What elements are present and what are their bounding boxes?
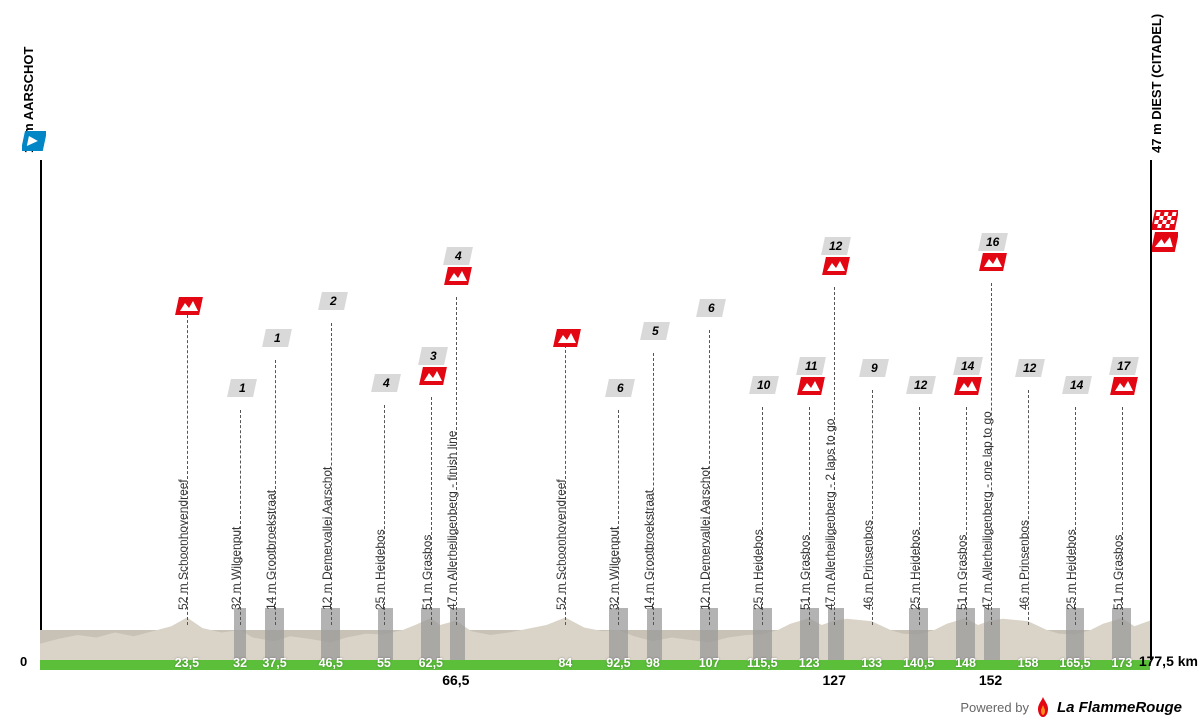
elevation-profile-chart: 10 m AARSCHOT 47 m DIEST (CITADEL) 52 m … [0, 0, 1200, 725]
climb-rank-badge: 4 [443, 247, 473, 265]
km-marker-label: 107 [699, 656, 720, 670]
climb-rank-badge: 17 [1109, 357, 1139, 375]
km-marker-label: 173 [1111, 656, 1132, 670]
climb-rank-badge: 14 [1062, 376, 1092, 394]
climb-rank-badge: 1 [227, 379, 257, 397]
powered-by-brand: La FlammeRouge [1057, 699, 1182, 716]
flame-icon [1035, 697, 1051, 717]
km-marker-label: 165,5 [1059, 656, 1090, 670]
climb-rank-badge: 16 [978, 233, 1008, 251]
km-marker-label: 46,5 [319, 656, 343, 670]
climb-rank-badge: 10 [749, 376, 779, 394]
cobble-sector [378, 608, 394, 660]
climb-label: 51 m Grasbos [798, 535, 812, 610]
climb-rank-badge: 2 [318, 292, 348, 310]
climb-label: 14 m Grootbroekstraat [264, 490, 278, 610]
km-marker-label: 140,5 [903, 656, 934, 670]
climb-label: 47 m Allerheiligenberg - 2 laps to go [823, 419, 837, 610]
km-marker-label: 148 [955, 656, 976, 670]
kom-icon [822, 257, 850, 275]
powered-by-credit: Powered by La FlammeRouge [960, 697, 1182, 717]
km-marker-label: 55 [377, 656, 391, 670]
kom-icon [979, 253, 1007, 271]
total-distance-label: 177,5 km [1139, 653, 1198, 669]
km-marker-label: 98 [646, 656, 660, 670]
climb-label: 12 m Demervallei Aarschot [698, 467, 712, 610]
climb-rank-badge: 12 [821, 237, 851, 255]
climb-label: 25 m Heidebos [373, 529, 387, 610]
kom-icon [444, 267, 472, 285]
km-marker-label: 133 [861, 656, 882, 670]
climb-rank-badge: 4 [371, 374, 401, 392]
climb-rank-badge: 6 [696, 299, 726, 317]
climb-label: 14 m Grootbroekstraat [642, 490, 656, 610]
kom-icon [1110, 377, 1138, 395]
kom-icon [419, 367, 447, 385]
climb-rank-badge: 14 [953, 357, 983, 375]
climb-rank-badge: 3 [418, 347, 448, 365]
kom-icon [954, 377, 982, 395]
climb-label: 52 m Schoonhovendreef [176, 479, 190, 610]
start-flag-icon [22, 131, 44, 153]
climb-label: 25 m Heidebos [1064, 529, 1078, 610]
finish-kom-icon [1152, 232, 1178, 257]
finish-label: 47 m DIEST (CITADEL) [1149, 14, 1164, 153]
climb-label: 32 m Wilgenput [607, 527, 621, 610]
km-marker-label: 92,5 [606, 656, 630, 670]
climb-label: 47 m Allerheiligenberg - one lap to go [980, 411, 994, 610]
climb-label: 51 m Grasbos [420, 535, 434, 610]
powered-by-prefix: Powered by [960, 700, 1029, 715]
km-marker-label: 115,5 [747, 656, 778, 670]
km-marker-label: 37,5 [262, 656, 286, 670]
cobble-sector [828, 608, 844, 660]
km-marker-label: 62,5 [419, 656, 443, 670]
km-marker-label: 152 [979, 672, 1002, 688]
climb-rank-badge: 11 [796, 357, 826, 375]
baseline-strip [40, 660, 1150, 670]
climb-label: 51 m Grasbos [955, 535, 969, 610]
climb-label: 46 m Prinsenbos [861, 520, 875, 610]
axis-zero-label: 0 [20, 654, 27, 669]
kom-icon [175, 297, 203, 315]
km-marker-label: 84 [558, 656, 572, 670]
climb-label: 51 m Grasbos [1111, 535, 1125, 610]
climb-label: 46 m Prinsenbos [1017, 520, 1031, 610]
climb-label: 32 m Wilgenput [229, 527, 243, 610]
cobble-sector [647, 608, 663, 660]
km-marker-label: 66,5 [442, 672, 469, 688]
km-marker-label: 23,5 [175, 656, 199, 670]
climb-label: 25 m Heidebos [908, 529, 922, 610]
climb-label: 52 m Schoonhovendreef [554, 479, 568, 610]
climb-label: 12 m Demervallei Aarschot [320, 467, 334, 610]
km-marker-label: 32 [233, 656, 247, 670]
climb-rank-badge: 1 [262, 329, 292, 347]
climb-rank-badge: 12 [906, 376, 936, 394]
climb-rank-badge: 5 [640, 322, 670, 340]
climb-label: 25 m Heidebos [751, 529, 765, 610]
kom-icon [797, 377, 825, 395]
climb-rank-badge: 9 [859, 359, 889, 377]
climb-label: 47 m Allerheiligenberg - finish line [445, 431, 459, 610]
km-marker-label: 127 [823, 672, 846, 688]
km-marker-label: 123 [799, 656, 820, 670]
climb-rank-badge: 12 [1015, 359, 1045, 377]
cobble-sector [450, 608, 466, 660]
cobble-sector [984, 608, 1000, 660]
climb-rank-badge: 6 [606, 379, 636, 397]
km-marker-label: 158 [1018, 656, 1039, 670]
kom-icon [553, 329, 581, 347]
